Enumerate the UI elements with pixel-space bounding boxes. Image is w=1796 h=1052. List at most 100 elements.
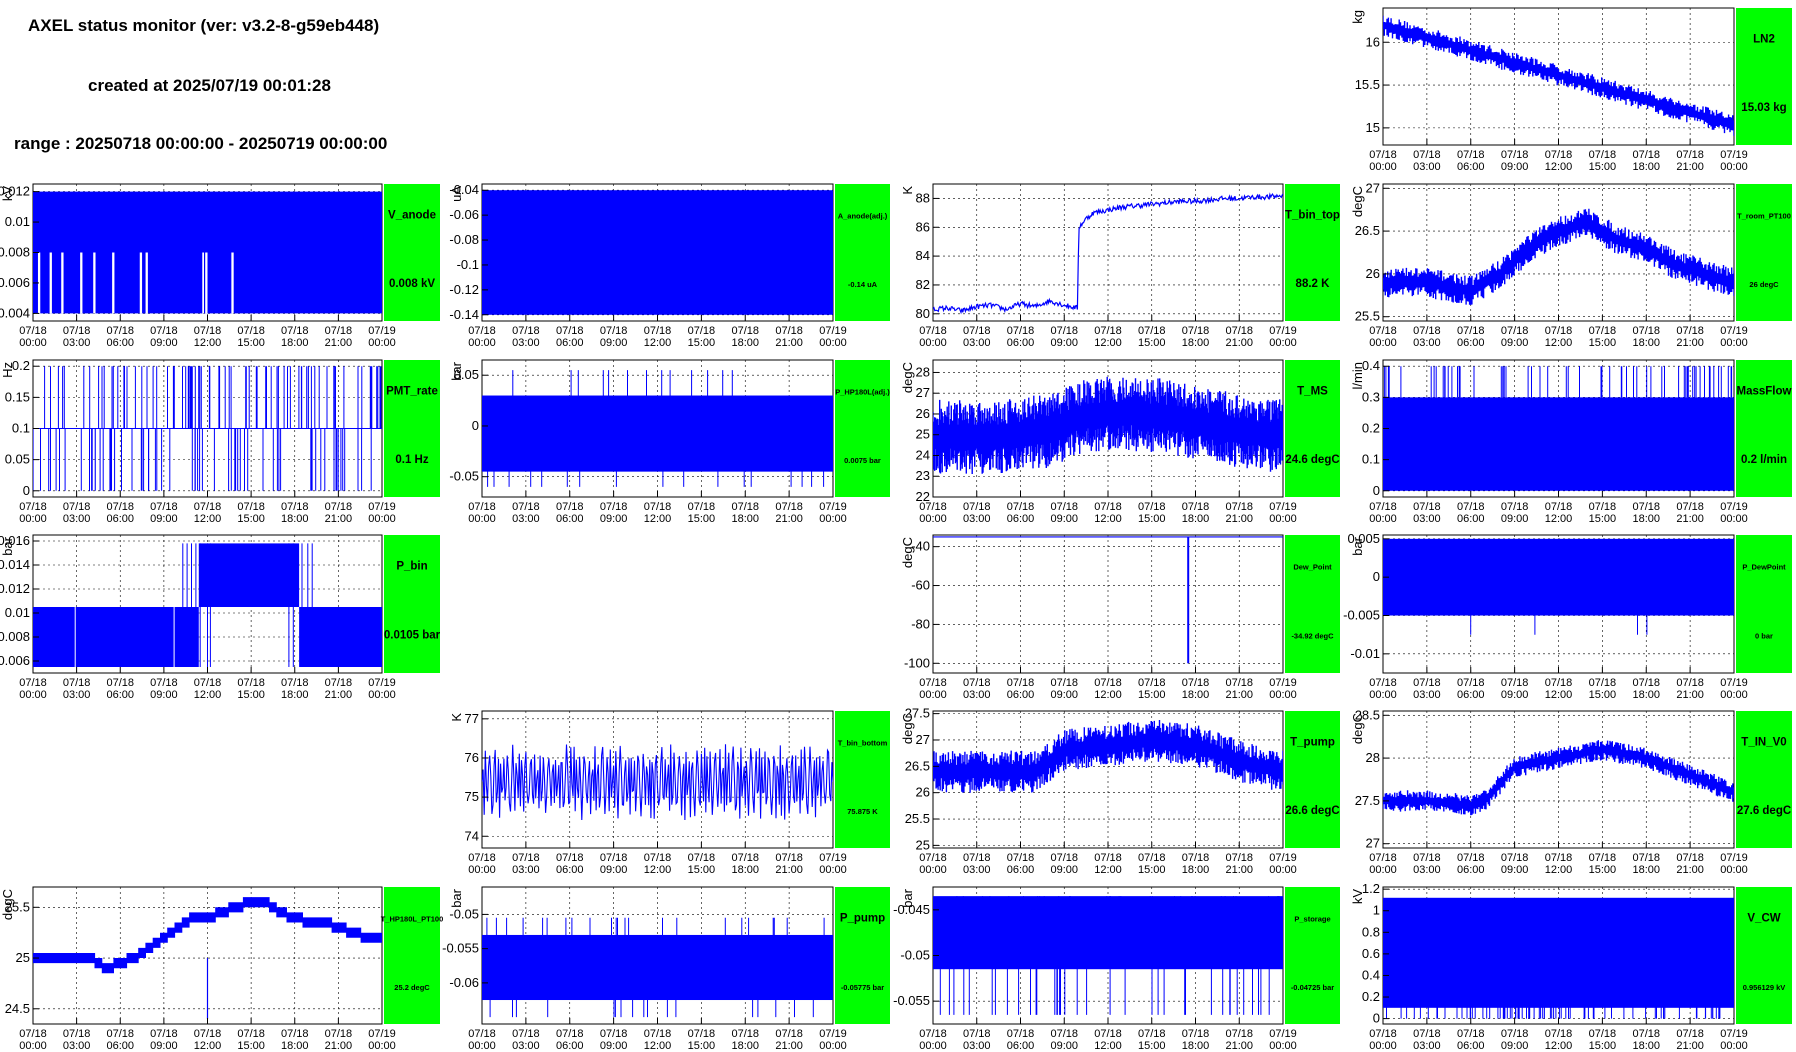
x-tick-label: 00:00 <box>19 1040 47 1052</box>
x-tick-label: 07/18 <box>1589 677 1617 689</box>
status-badge <box>835 360 890 497</box>
x-tick-label: 18:00 <box>1182 513 1210 525</box>
x-tick-label: 07/18 <box>150 677 178 689</box>
y-tick-label: 0.1 <box>1362 452 1380 467</box>
created-timestamp: created at 2025/07/19 00:01:28 <box>88 76 331 95</box>
data-spikes <box>486 917 825 1018</box>
x-tick-label: 00:00 <box>819 513 847 525</box>
x-tick-label: 21:00 <box>1676 864 1704 876</box>
badge-label: T_MS <box>1297 385 1328 397</box>
data-band <box>482 395 833 472</box>
x-tick-label: 07/18 <box>1007 325 1035 337</box>
data-line <box>933 192 1283 315</box>
y-tick-label: 28 <box>1366 750 1380 765</box>
x-tick-label: 07/18 <box>1225 1028 1253 1040</box>
x-tick-label: 21:00 <box>325 513 353 525</box>
x-tick-label: 07/18 <box>600 852 628 864</box>
data-noise <box>1383 208 1734 305</box>
data-band-high <box>198 543 300 607</box>
x-tick-label: 18:00 <box>1182 689 1210 701</box>
x-tick-label: 07/18 <box>512 501 540 513</box>
data-band <box>1383 897 1734 1008</box>
y-tick-label: -0.06 <box>449 975 479 990</box>
x-tick-label: 12:00 <box>1094 864 1122 876</box>
badge-label: A_anode(adj.) <box>838 211 888 220</box>
x-tick-label: 07/18 <box>919 325 947 337</box>
chart-P_DewPoint: -0.01-0.00500.005bar07/1800:0007/1803:00… <box>1343 531 1792 701</box>
x-tick-label: 00:00 <box>1369 337 1397 349</box>
y-tick-label: 28.5 <box>1355 707 1380 722</box>
x-tick-label: 07/18 <box>1545 325 1573 337</box>
x-tick-label: 07/18 <box>1050 325 1078 337</box>
x-tick-label: 07/18 <box>1413 149 1441 161</box>
y-tick-label: 26 <box>916 785 930 800</box>
x-tick-label: 09:00 <box>600 1040 628 1052</box>
y-tick-label: 0.01 <box>5 214 30 229</box>
y-tick-label: 74 <box>465 828 479 843</box>
x-tick-label: 00:00 <box>1369 161 1397 173</box>
x-tick-label: 07/18 <box>1545 501 1573 513</box>
x-tick-label: 18:00 <box>1632 1040 1660 1052</box>
data-band <box>482 190 833 315</box>
y-tick-label: 0.016 <box>0 533 30 548</box>
y-tick-label: -0.05 <box>900 948 930 963</box>
x-tick-label: 07/18 <box>1632 677 1660 689</box>
y-axis-label: kg <box>1350 10 1365 24</box>
x-tick-label: 21:00 <box>1225 864 1253 876</box>
data-spikes <box>33 366 382 491</box>
x-tick-label: 07/18 <box>1545 677 1573 689</box>
badge-value: 15.03 kg <box>1741 102 1786 114</box>
y-tick-label: 15.5 <box>1355 77 1380 92</box>
y-tick-label: 27.5 <box>1355 793 1380 808</box>
x-tick-label: 07/18 <box>1225 677 1253 689</box>
y-tick-label: 76 <box>465 750 479 765</box>
x-tick-label: 09:00 <box>600 337 628 349</box>
data-gap <box>201 252 205 314</box>
x-tick-label: 18:00 <box>731 864 759 876</box>
y-tick-label: 25 <box>916 837 930 852</box>
x-tick-label: 07/18 <box>1589 149 1617 161</box>
series-group <box>482 744 833 821</box>
x-tick-label: 15:00 <box>237 337 265 349</box>
x-tick-label: 07/18 <box>281 501 309 513</box>
x-tick-label: 00:00 <box>819 337 847 349</box>
x-tick-label: 07/18 <box>1632 852 1660 864</box>
x-tick-label: 07/18 <box>19 1028 47 1040</box>
x-tick-label: 07/19 <box>368 677 396 689</box>
y-tick-label: 24.5 <box>5 1001 30 1016</box>
x-tick-label: 03:00 <box>63 1040 91 1052</box>
x-tick-label: 12:00 <box>1545 864 1573 876</box>
x-tick-label: 18:00 <box>1182 1040 1210 1052</box>
chart-P_storage: -0.055-0.05-0.045bar07/1800:0007/1803:00… <box>893 886 1340 1052</box>
x-tick-label: 03:00 <box>63 513 91 525</box>
x-tick-label: 07/18 <box>1676 1028 1704 1040</box>
badge-value: 0.0105 bar <box>384 630 441 642</box>
x-tick-label: 03:00 <box>963 689 991 701</box>
x-tick-label: 07/18 <box>1457 1028 1485 1040</box>
x-tick-label: 00:00 <box>919 864 947 876</box>
y-tick-label: 16 <box>1366 34 1380 49</box>
x-tick-label: 07/18 <box>1676 501 1704 513</box>
x-tick-label: 18:00 <box>731 513 759 525</box>
x-tick-label: 07/18 <box>556 501 584 513</box>
x-tick-label: 07/19 <box>1720 852 1748 864</box>
x-tick-label: 03:00 <box>63 337 91 349</box>
x-tick-label: 15:00 <box>1589 864 1617 876</box>
x-tick-label: 07/18 <box>1007 501 1035 513</box>
data-gap <box>48 252 52 314</box>
badge-label: V_CW <box>1747 912 1780 924</box>
x-tick-label: 06:00 <box>556 337 584 349</box>
y-tick-label: 27 <box>916 732 930 747</box>
y-tick-label: -0.14 <box>449 307 479 322</box>
x-tick-label: 21:00 <box>1676 1040 1704 1052</box>
x-tick-label: 07/18 <box>512 1028 540 1040</box>
x-tick-label: 07/18 <box>325 501 353 513</box>
x-tick-label: 18:00 <box>1182 337 1210 349</box>
data-gap <box>204 252 208 314</box>
x-tick-label: 07/18 <box>63 501 91 513</box>
badge-value: 0 bar <box>1755 632 1773 641</box>
x-tick-label: 07/18 <box>150 1028 178 1040</box>
x-tick-label: 07/18 <box>1501 501 1529 513</box>
series-group <box>933 192 1283 315</box>
y-tick-label: 15 <box>1366 120 1380 135</box>
